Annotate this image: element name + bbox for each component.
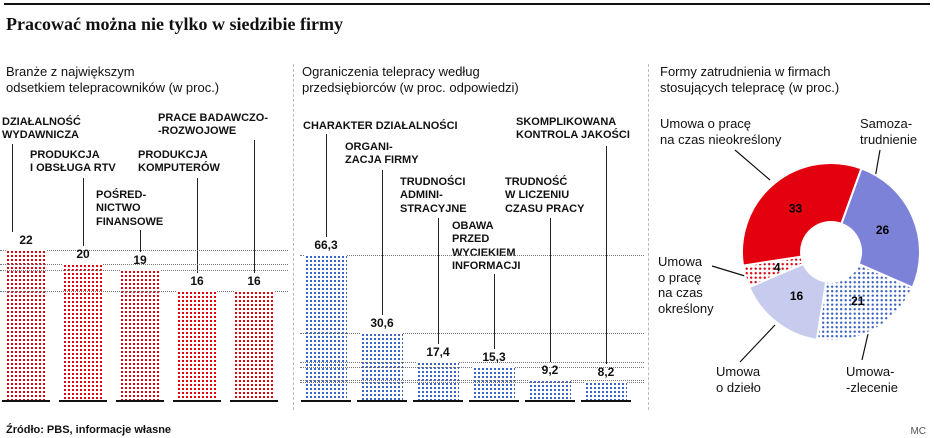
callout-trudnosci-adm: TRUDNOŚCI ADMINI- STRACYJNE (400, 176, 467, 215)
bar (417, 362, 459, 400)
gridline (300, 333, 644, 334)
bar-value: 66,3 (314, 238, 338, 252)
label-umowa-o-dzielo: Umowa o dzieło (716, 364, 761, 395)
leader-line (438, 218, 439, 344)
callout-produkcja-komputerow: PRODUKCJA KOMPUTERÓW (138, 149, 220, 175)
bar (529, 380, 571, 400)
bar-baseline (116, 400, 164, 402)
bar (585, 382, 627, 400)
panel-divider (648, 64, 649, 410)
leader-line (326, 134, 327, 237)
bar (6, 250, 46, 400)
donut-slices (740, 162, 921, 343)
callout-charakter: CHARAKTER DZIAŁALNOŚCI (303, 120, 458, 132)
page-title: Pracować można nie tylko w siedzibie fir… (6, 14, 343, 34)
gridline (300, 382, 644, 383)
leader-line (197, 178, 198, 273)
bar-value: 30,6 (370, 316, 394, 330)
panel-divider (293, 64, 294, 410)
top-rule (4, 3, 930, 5)
bar-value: 9,2 (541, 363, 559, 377)
callout-prace-badawczo: PRACE BADAWCZO- -ROZWOJOWE (158, 112, 268, 138)
bar-baseline (59, 400, 107, 402)
bar-value: 22 (19, 233, 33, 247)
bar-baseline (525, 400, 575, 402)
bar (361, 333, 403, 400)
pie-slice (840, 167, 921, 289)
label-umowa-zlecenie: Umowa- -zlecenie (846, 364, 899, 395)
leader-line (83, 178, 84, 246)
bar-value: 19 (133, 253, 147, 267)
leader-line (861, 333, 869, 361)
callout-obawa: OBAWA PRZED WYCIEKIEM INFORMACJI (452, 220, 521, 273)
bar-baseline (173, 400, 221, 402)
bar-value: 16 (247, 274, 261, 288)
bar (305, 255, 347, 400)
bar-value: 20 (76, 247, 90, 261)
pie-value: 33 (789, 202, 803, 216)
bar-value: 8,2 (597, 365, 615, 379)
source-note: Źródło: PBS, informacje własne (6, 424, 172, 436)
bar-baseline (2, 400, 50, 402)
pie-slice (815, 262, 914, 343)
leader-line (12, 144, 13, 232)
bar (234, 291, 274, 400)
pie-value: 4 (774, 260, 781, 274)
employment-title: Formy zatrudnienia w firmach stosujących… (660, 64, 840, 96)
bar (120, 270, 160, 400)
bar (63, 264, 103, 400)
donut-value-labels: 26 21 16 4 33 (774, 202, 890, 309)
pie-value: 16 (790, 289, 804, 303)
gridline (0, 291, 288, 292)
leader-line (494, 274, 495, 349)
pie-value: 26 (876, 223, 890, 237)
bar-baseline (413, 400, 463, 402)
bar-value: 16 (190, 274, 204, 288)
gridline (300, 255, 644, 256)
leader-line (711, 265, 746, 277)
leader-line (734, 149, 771, 181)
leader-line (739, 324, 776, 363)
pie-slice (740, 162, 863, 267)
gridline (0, 250, 288, 251)
callout-posrednictwo-finansowe: POŚRED- NICTWO FINANSOWE (96, 189, 164, 228)
bar (473, 367, 515, 400)
bar-value: 15,3 (482, 350, 506, 364)
leader-line (254, 140, 255, 273)
callout-produkcja-rtv: PRODUKCJA I OBSŁUGA RTV (30, 149, 116, 175)
callout-organizacja: ORGANI- ZACJA FIRMY (345, 141, 419, 167)
bar-baseline (230, 400, 278, 402)
gridline (300, 380, 644, 381)
credit: MC (910, 426, 926, 437)
label-umowa-nieokreslony: Umowa o pracę na czas nieokreślony (660, 116, 782, 147)
leader-line (550, 218, 551, 362)
employment-donut-chart: 26 21 16 4 33 (711, 149, 921, 363)
callout-trudnosc-czas: TRUDNOŚĆ W LICZENIU CZASU PRACY (505, 176, 585, 215)
limits-title: Ograniczenia telepracy według przedsiębi… (302, 64, 519, 96)
gridline (0, 264, 288, 265)
industries-title: Branże z największym odsetkiem telepraco… (6, 64, 220, 96)
leader-line (382, 170, 383, 315)
gridline (300, 362, 644, 363)
callout-kontrola: SKOMPLIKOWANA KONTROLA JAKOŚCI (516, 116, 630, 142)
pie-value: 21 (851, 294, 865, 308)
bar-baseline (469, 400, 519, 402)
label-umowa-okreslony: Umowa o pracę na czas określony (658, 254, 714, 316)
label-samozatrudnienie: Samoza- trudnienie (860, 116, 918, 147)
bar-baseline (301, 400, 351, 402)
gridline (300, 367, 644, 368)
bar-baseline (357, 400, 407, 402)
leader-line (140, 230, 141, 252)
bar (177, 291, 217, 400)
pie-slice (747, 262, 828, 342)
callout-dzialalnosc-wydawnicza: DZIAŁALNOŚĆ WYDAWNICZA (2, 116, 81, 142)
bar-baseline (581, 400, 631, 402)
bar-value: 17,4 (426, 345, 450, 359)
